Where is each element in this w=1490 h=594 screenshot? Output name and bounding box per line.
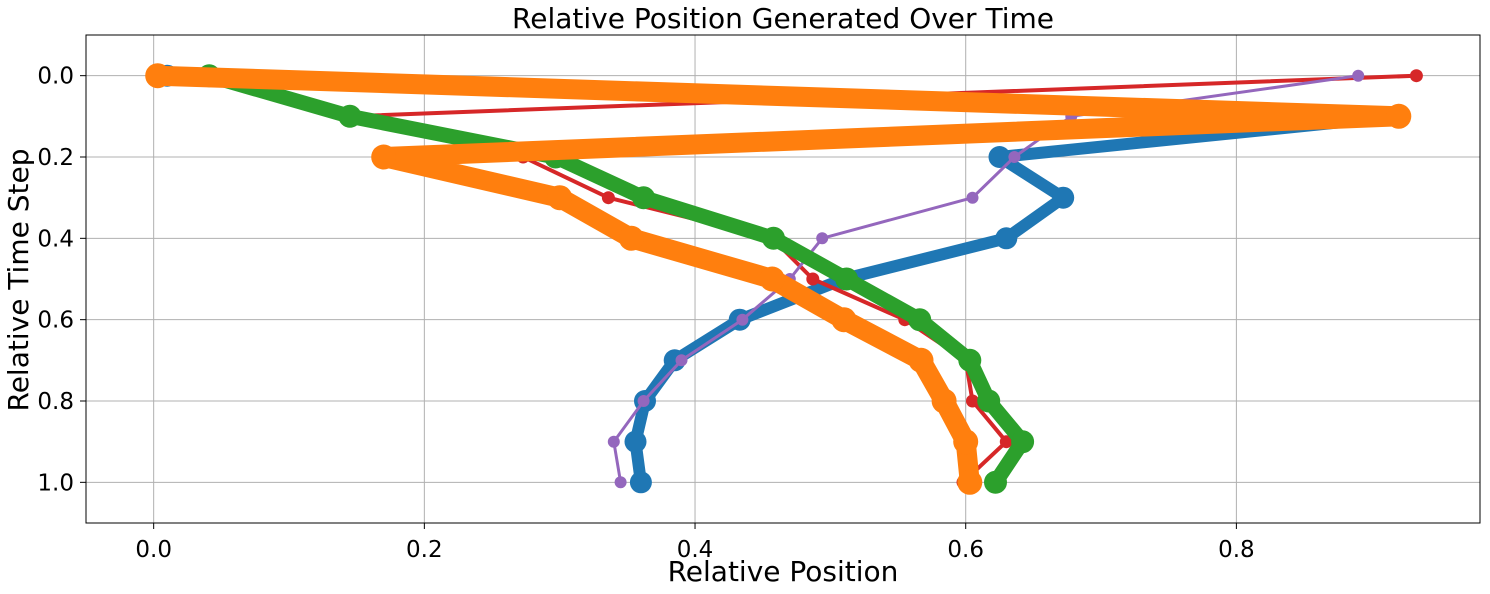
ticks: 0.0 0.2 0.4 0.6 0.8 0.0 0.2 0.4 0.6 0.8 1.0 [37,64,1254,563]
data-point [1011,430,1035,454]
data-point [1386,103,1412,129]
data-point [995,227,1018,250]
data-point [957,469,983,495]
data-point [607,435,620,448]
data-point [931,388,957,414]
y-tick-label: 0.6 [37,308,74,334]
data-point [908,347,934,373]
data-point [624,430,647,453]
y-tick-label: 0.2 [37,145,74,171]
data-point [145,63,171,89]
data-point [806,272,820,286]
plot-frame [85,34,1481,524]
data-point [1409,69,1423,83]
data-point [958,348,982,372]
data-point [977,389,1001,413]
data-point [371,144,397,170]
data-point [1052,186,1075,209]
data-point [966,394,979,408]
x-tick-label: 0.8 [1218,537,1255,563]
data-point [908,308,932,332]
data-point [736,313,749,326]
data-point [816,232,829,245]
y-tick-label: 1.0 [37,470,74,496]
data-point [547,185,573,211]
y-tick-label: 0.0 [37,64,74,90]
data-point [835,267,859,291]
x-tick-label: 0.0 [135,537,172,563]
y-axis-label: Relative Time Step [2,149,35,412]
x-axis-label: Relative Position [668,555,899,588]
chart-title: Relative Position Generated Over Time [512,2,1054,35]
data-point [759,266,785,292]
x-tick-label: 0.6 [947,537,984,563]
data-point [601,191,615,205]
data-point [988,146,1011,168]
series-layer [145,63,1423,495]
y-tick-label: 0.4 [37,226,74,252]
data-point [999,435,1013,449]
series-4 [145,63,1412,495]
data-point [632,186,656,210]
data-point [831,307,857,333]
y-tick-label: 0.8 [37,389,74,415]
data-point [966,191,979,204]
data-point [637,395,650,407]
data-point [762,226,785,250]
data-point [629,471,652,494]
data-point [338,104,362,128]
data-point [1008,151,1021,163]
data-point [1352,69,1365,82]
x-tick-label: 0.4 [677,537,714,563]
data-point [953,429,979,455]
data-point [984,470,1007,494]
x-tick-label: 0.2 [406,537,443,563]
data-point [618,225,644,251]
data-point [675,354,688,367]
data-point [614,476,627,489]
